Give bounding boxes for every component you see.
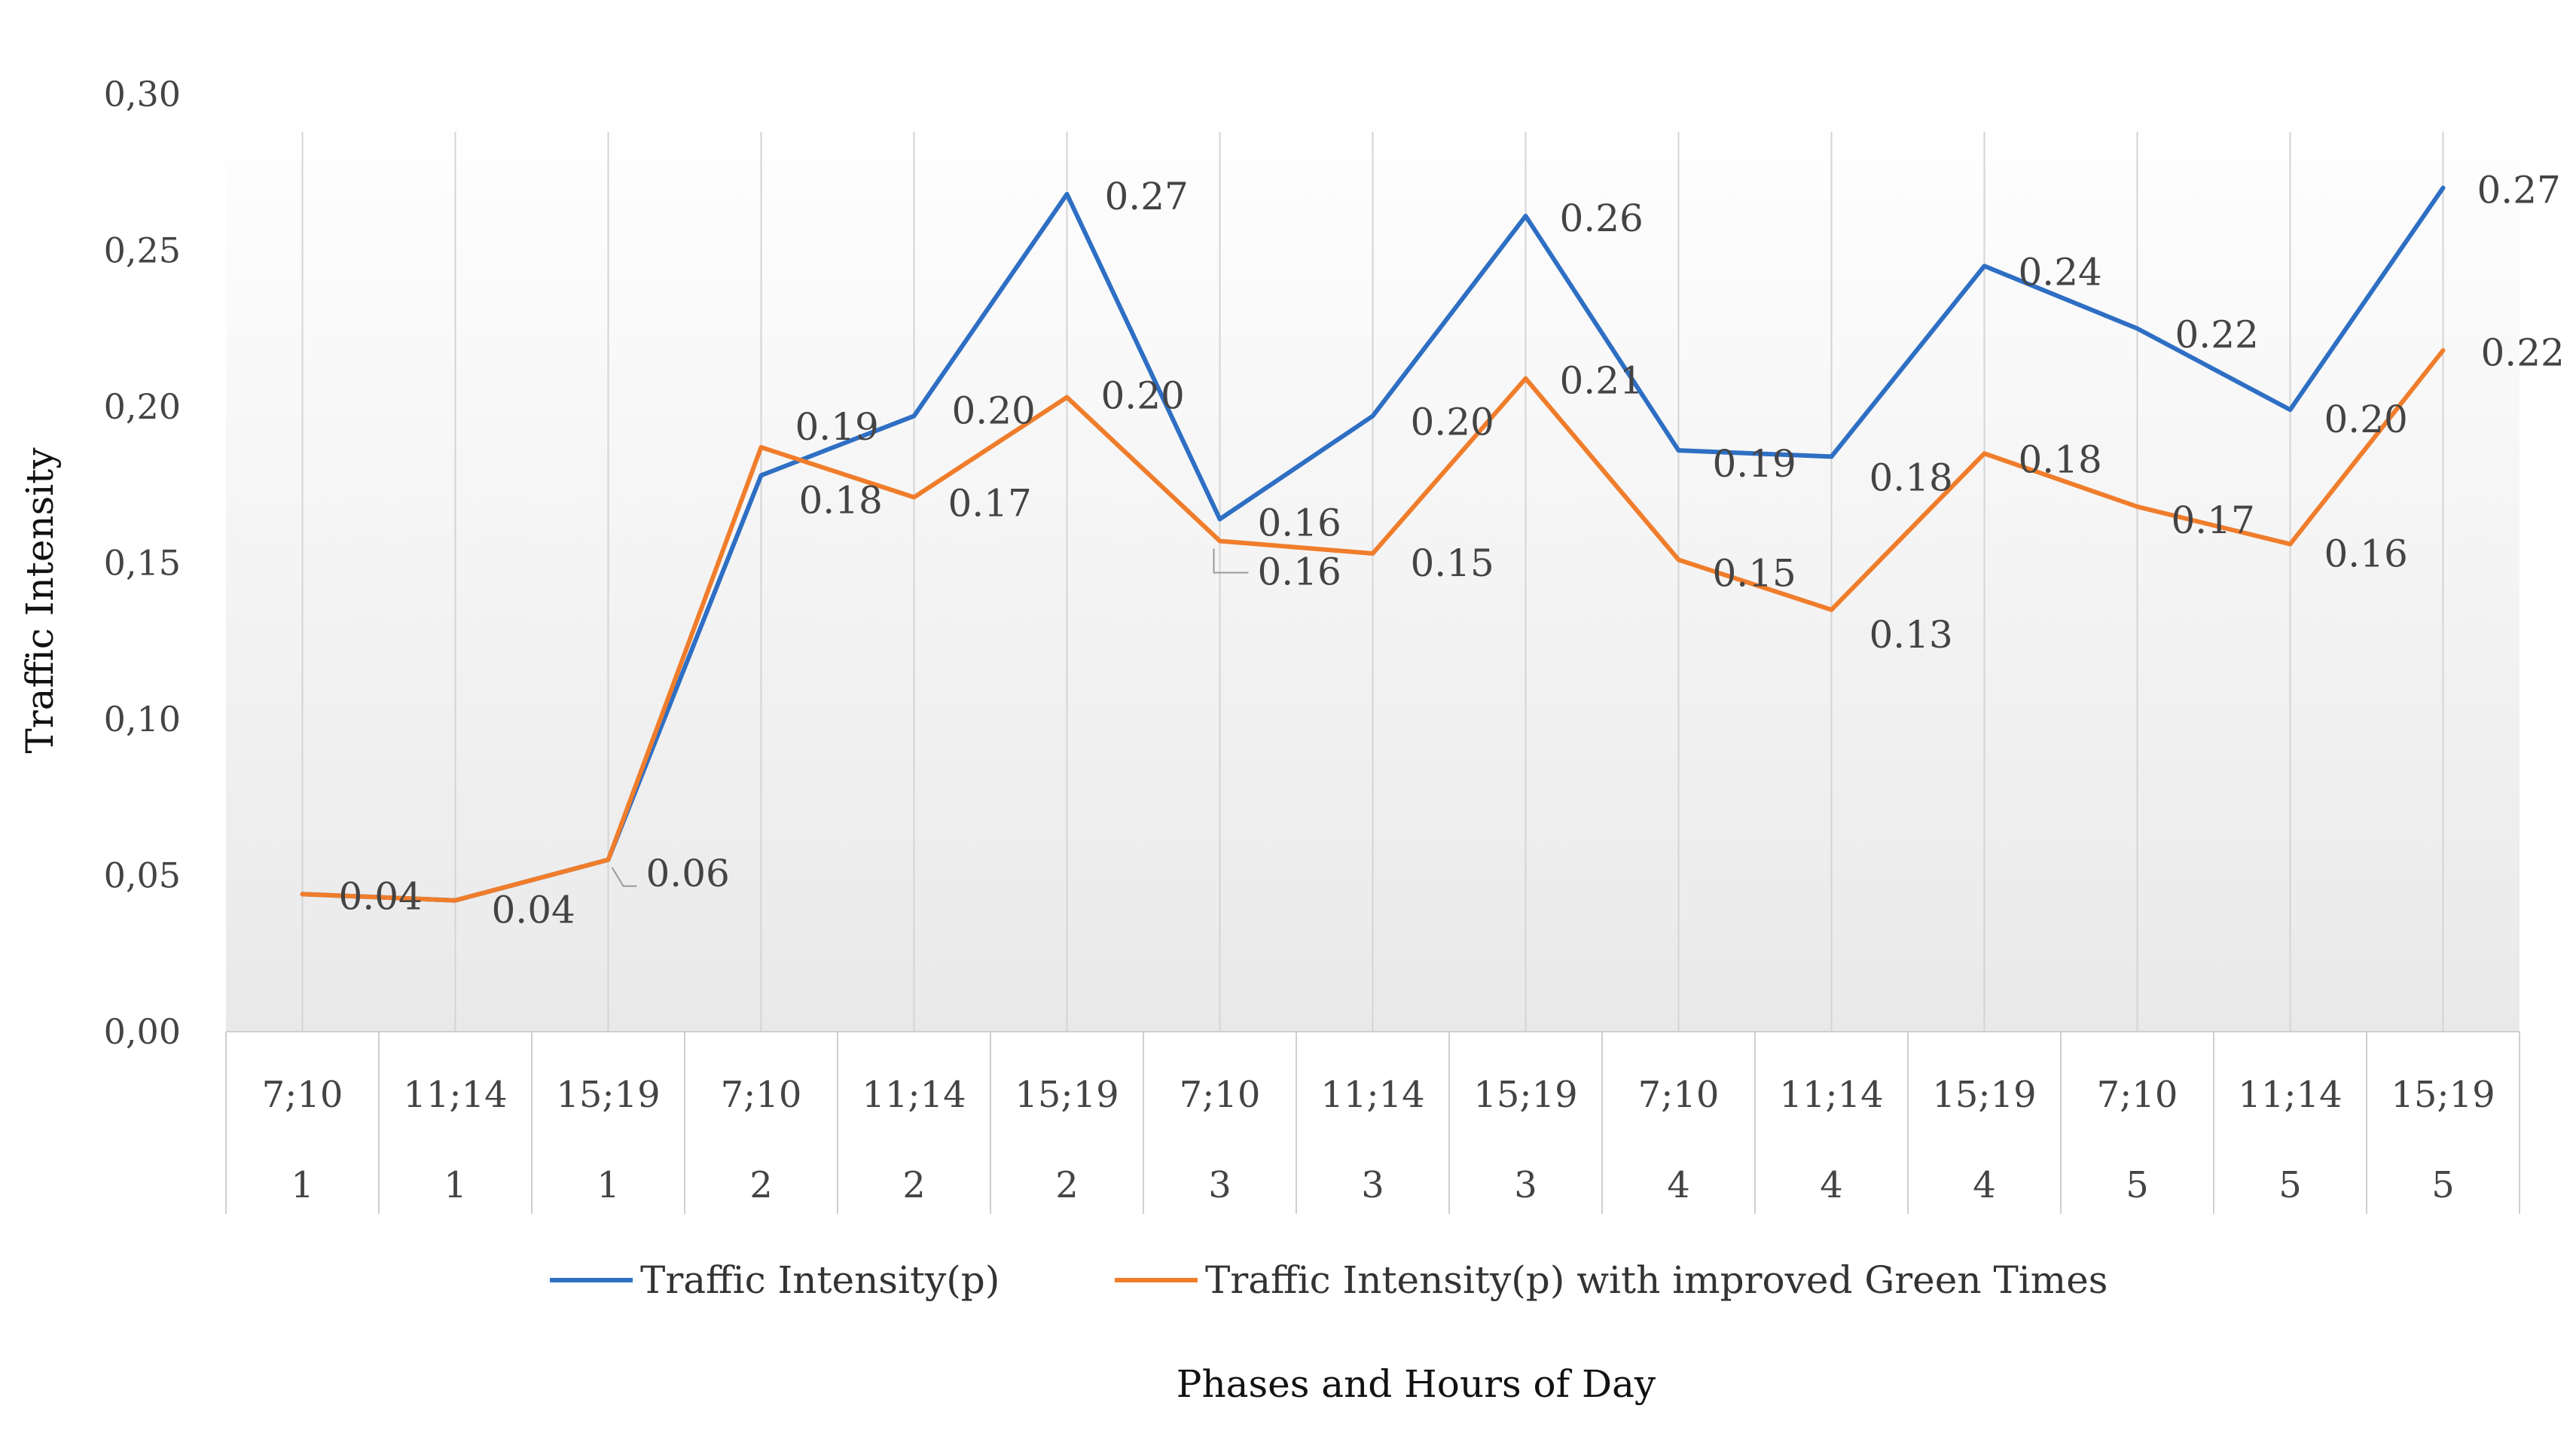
x-tick-label-phase: 5 [2431,1164,2455,1206]
x-axis: 7;10 1 11;14 1 15;19 1 7;10 2 11;14 2 15;19 2 7;10 3 1… [225,1031,2520,1214]
y-tick-label: 0,15 [104,543,181,584]
x-tick-label-hours: 11;14 [2238,1074,2342,1116]
x-tick-label-hours: 15;19 [2391,1074,2495,1116]
x-tick-label-hours: 7;10 [1638,1074,1720,1116]
series-lines [300,185,2446,903]
data-label: 0.27 [2477,169,2561,212]
data-label: 0.04 [492,889,575,932]
x-tick-label-phase: 2 [902,1164,926,1206]
data-label: 0.26 [1560,197,1644,240]
x-tick-label-phase: 1 [291,1164,314,1206]
x-tick-label-hours: 15;19 [1473,1074,1577,1116]
vertical-gridlines [301,132,2444,1032]
data-label: 0.13 [1869,613,1953,657]
data-label: 0.27 [1105,175,1189,218]
data-label: 0.06 [646,852,730,895]
y-tick-label: 0,30 [104,74,181,114]
y-axis-tick-labels: 0,00 0,05 0,10 0,15 0,20 0,25 0,30 [104,74,181,1052]
x-tick-label-phase: 4 [1667,1164,1690,1206]
y-tick-label: 0,10 [104,699,181,739]
x-tick-label-hours: 11;14 [1320,1074,1424,1116]
data-label: 0.18 [1869,456,1953,499]
x-tick-label-hours: 7;10 [1180,1074,1261,1116]
data-label: 0.16 [2324,532,2408,576]
label-leader-line [1213,548,1249,574]
x-tick-label-phase: 2 [1055,1164,1079,1206]
data-label: 0.22 [2175,313,2259,356]
x-tick-label-phase: 4 [1820,1164,1843,1206]
x-axis-title: Phases and Hours of Day [1177,1362,1656,1406]
x-tick-label-phase: 1 [444,1164,467,1206]
x-tick-label-phase: 3 [1514,1164,1537,1206]
x-tick-label-hours: 15;19 [1932,1074,2036,1116]
data-label: 0.16 [1258,501,1341,544]
data-label: 0.22 [2481,331,2565,374]
y-axis-title: Traffic Intensity [18,447,62,754]
x-tick-label-hours: 11;14 [862,1074,966,1116]
data-label: 0.18 [2019,438,2102,481]
x-tick-label-phase: 2 [749,1164,773,1206]
x-tick-label-phase: 1 [597,1164,620,1206]
series-line-2 [300,348,2446,903]
data-label: 0.18 [799,478,883,522]
x-tick-label-hours: 7;10 [262,1074,343,1116]
legend-label-series-1: Traffic Intensity(p) [640,1258,1000,1302]
data-label: 0.24 [2019,250,2102,294]
data-label: 0.17 [2172,499,2255,542]
y-tick-label: 0,05 [104,855,181,896]
data-label: 0.20 [1101,374,1185,418]
data-label: 0.19 [795,405,879,449]
data-label: 0.21 [1560,359,1644,403]
data-label: 0.20 [2324,398,2408,441]
x-tick-label-phase: 4 [1973,1164,1996,1206]
x-tick-label-phase: 5 [2278,1164,2302,1206]
x-tick-label-phase: 5 [2126,1164,2149,1206]
y-tick-label: 0,20 [104,386,181,427]
label-leader-line [611,867,637,887]
x-tick-label-phase: 3 [1208,1164,1232,1206]
data-label: 0.16 [1258,550,1341,593]
x-tick-label-hours: 7;10 [721,1074,802,1116]
x-tick-label-hours: 11;14 [403,1074,507,1116]
y-tick-label: 0,25 [104,230,181,271]
data-label: 0.20 [952,389,1036,432]
data-label: 0.20 [1411,400,1494,444]
legend-label-series-2: Traffic Intensity(p) with improved Green… [1205,1258,2107,1302]
series-line-1 [300,185,2446,903]
x-tick-label-phase: 3 [1361,1164,1384,1206]
legend: Traffic Intensity(p) Traffic Intensity(p… [550,1258,2107,1302]
data-label: 0.15 [1411,541,1494,585]
data-label: 0.15 [1713,551,1796,595]
x-tick-label-hours: 15;19 [556,1074,660,1116]
x-tick-label-hours: 11;14 [1779,1074,1883,1116]
data-label: 0.17 [948,481,1032,525]
data-label: 0.19 [1713,442,1796,486]
data-label: 0.04 [339,874,423,918]
y-tick-label: 0,00 [104,1011,181,1052]
data-labels: 0.18 0.20 0.27 0.16 0.20 0.26 0.19 0.18 0.24 0.22… [339,169,2565,932]
x-tick-label-hours: 7;10 [2097,1074,2178,1116]
x-tick-label-hours: 15;19 [1015,1074,1119,1116]
